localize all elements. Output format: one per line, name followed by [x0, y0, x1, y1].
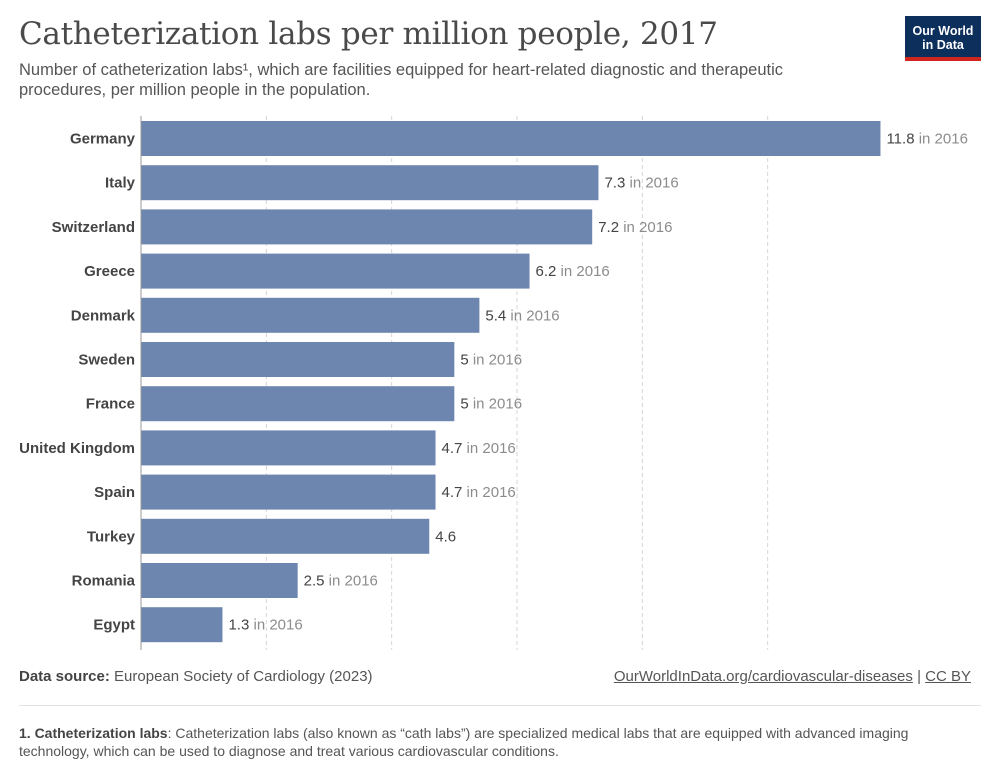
value-label: 2.5 in 2016	[304, 573, 378, 590]
year-note: in 2016	[506, 307, 559, 324]
value-label: 5 in 2016	[460, 396, 522, 413]
category-label: France	[86, 396, 135, 413]
category-label: Denmark	[71, 307, 136, 324]
data-source-label: Data source:	[19, 668, 110, 685]
year-note: in 2016	[325, 573, 378, 590]
year-note: in 2016	[915, 131, 968, 148]
category-label: United Kingdom	[19, 440, 135, 457]
category-label: Egypt	[93, 617, 135, 634]
year-note: in 2016	[469, 396, 522, 413]
footnote-label: 1. Catheterization labs	[19, 725, 168, 741]
value-label: 7.3 in 2016	[604, 175, 678, 192]
footer-divider	[19, 705, 981, 706]
category-label: Romania	[72, 573, 136, 590]
bar	[141, 209, 593, 245]
owid-logo[interactable]: Our World in Data	[905, 16, 981, 61]
bar	[141, 297, 480, 333]
bar	[141, 253, 530, 289]
chart-subtitle: Number of catheterization labs¹, which a…	[19, 61, 784, 99]
value-label: 7.2 in 2016	[598, 219, 672, 236]
value-label: 11.8 in 2016	[886, 131, 967, 148]
footer-links: OurWorldInData.org/cardiovascular-diseas…	[614, 668, 971, 685]
category-label: Greece	[84, 263, 135, 280]
data-source-text: European Society of Cardiology (2023)	[114, 668, 373, 685]
bar	[141, 165, 599, 201]
link-separator: |	[917, 668, 921, 685]
category-label: Italy	[105, 175, 136, 192]
category-label: Spain	[94, 484, 135, 501]
owid-topic-link[interactable]: OurWorldInData.org/cardiovascular-diseas…	[613, 668, 913, 685]
value-label: 4.7 in 2016	[442, 484, 516, 501]
year-note: in 2016	[625, 175, 678, 192]
category-label: Germany	[70, 131, 136, 148]
category-label: Switzerland	[52, 219, 135, 236]
bar	[141, 518, 430, 554]
license-link[interactable]: CC BY	[925, 668, 971, 685]
value-label: 4.6	[435, 528, 456, 545]
logo-line-1: Our World	[912, 24, 974, 38]
footnote-text: : Catheterization labs (also known as “c…	[19, 725, 909, 759]
bar	[141, 607, 223, 643]
value-label: 4.7 in 2016	[442, 440, 516, 457]
year-note: in 2016	[462, 440, 515, 457]
year-note: in 2016	[556, 263, 609, 280]
bar	[141, 121, 881, 156]
category-label: Sweden	[78, 352, 135, 369]
logo-line-2: in Data	[922, 38, 964, 52]
year-note: in 2016	[469, 352, 522, 369]
value-label: 1.3 in 2016	[228, 617, 302, 634]
year-note: in 2016	[249, 617, 302, 634]
year-note: in 2016	[462, 484, 515, 501]
bar	[141, 563, 298, 598]
category-label: Turkey	[87, 528, 136, 545]
value-label: 5 in 2016	[460, 352, 522, 369]
value-label: 6.2 in 2016	[536, 263, 610, 280]
footnote: 1. Catheterization labs: Catheterization…	[19, 724, 969, 760]
year-note: in 2016	[619, 219, 672, 236]
bar	[141, 430, 436, 466]
bar	[141, 386, 455, 422]
bar	[141, 474, 436, 510]
value-label: 5.4 in 2016	[485, 307, 559, 324]
chart-title: Catheterization labs per million people,…	[19, 16, 718, 52]
data-source: Data source: European Society of Cardiol…	[19, 668, 373, 685]
bar-chart: Germany 11.8 in 2016 Italy 7.3 in 2016 Switz…	[19, 116, 968, 650]
bar	[141, 342, 455, 377]
